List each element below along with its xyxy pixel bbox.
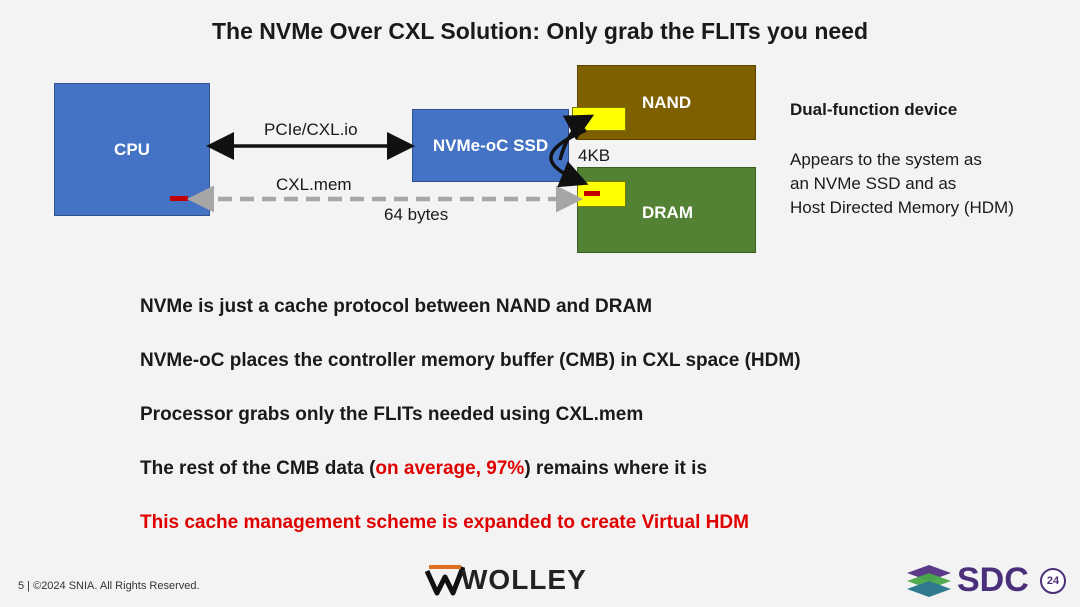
- size-4kb-label: 4KB: [578, 146, 611, 165]
- pcie-cxl-io-label: PCIe/CXL.io: [264, 120, 358, 139]
- dram-to-nand-curve-arrow: [558, 114, 595, 161]
- dram-label: DRAM: [642, 203, 693, 222]
- cpu-flit-marker: [170, 196, 188, 201]
- slide-title: The NVMe Over CXL Solution: Only grab th…: [212, 18, 868, 44]
- side-panel-line: Host Directed Memory (HDM): [790, 198, 1014, 217]
- side-panel-line: an NVMe SSD and as: [790, 174, 957, 193]
- bullet-2: NVMe-oC places the controller memory buf…: [140, 350, 801, 371]
- cpu-box: CPU: [54, 83, 210, 216]
- wolley-logo: WOLLEY: [425, 560, 587, 600]
- size-64-bytes-label: 64 bytes: [384, 205, 449, 224]
- bullet-4-post: ) remains where it is: [524, 458, 708, 479]
- bullet-4: The rest of the CMB data (on average, 97…: [140, 458, 707, 480]
- wolley-mark-icon: [425, 565, 465, 596]
- sdc-layers-icon: [907, 565, 951, 597]
- dram-flit-marker: [584, 191, 600, 196]
- sdc-wordmark: SDC: [957, 560, 1029, 599]
- nvme-oc-ssd-box: NVMe-oC SSD: [412, 109, 569, 182]
- wolley-wordmark: WOLLEY: [461, 564, 587, 595]
- side-panel-text: Appears to the system as an NVMe SSD and…: [790, 148, 1070, 220]
- bullet-4-pre: The rest of the CMB data (: [140, 458, 376, 479]
- bullet-1: NVMe is just a cache protocol between NA…: [140, 296, 653, 317]
- nand-label: NAND: [642, 93, 692, 112]
- cpu-label: CPU: [114, 139, 150, 159]
- bullet-5: This cache management scheme is expanded…: [140, 512, 749, 533]
- bullet-3: Processor grabs only the FLITs needed us…: [140, 404, 644, 425]
- side-panel-heading: Dual-function device: [790, 100, 958, 119]
- bullet-4-highlight: on average, 97%: [375, 458, 525, 479]
- sdc-year-badge: 24: [1040, 568, 1066, 594]
- sdc-logo: SDC 24: [905, 560, 1066, 600]
- ssd-label: NVMe-oC SSD: [432, 135, 549, 155]
- cxl-mem-label: CXL.mem: [276, 175, 352, 194]
- footer-copyright: 5 | ©2024 SNIA. All Rights Reserved.: [18, 580, 200, 592]
- side-panel-line: Appears to the system as: [790, 150, 982, 169]
